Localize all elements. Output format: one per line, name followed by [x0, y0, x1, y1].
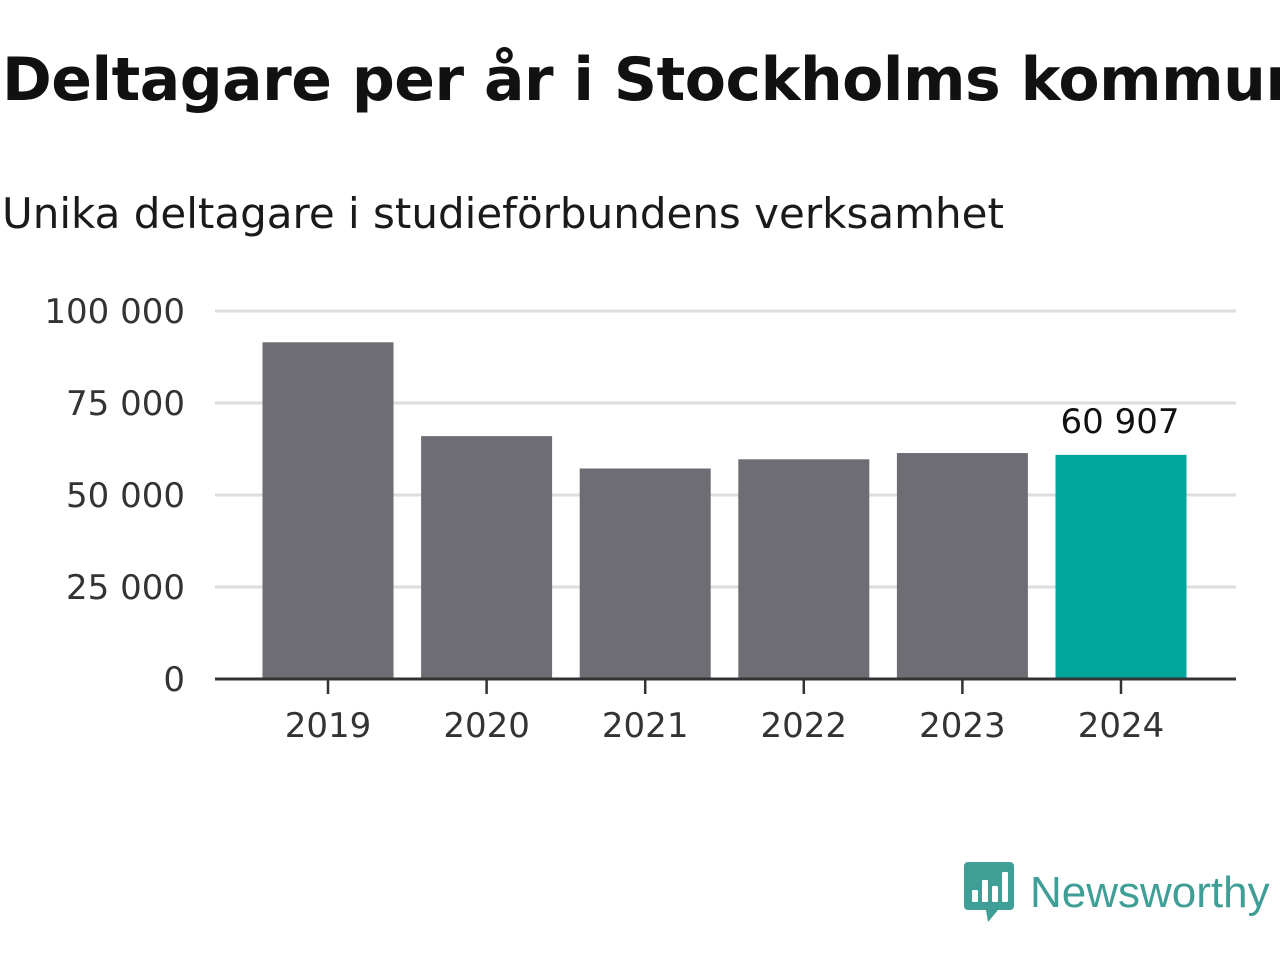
y-tick-label: 75 000 [66, 384, 185, 424]
data-labels: 60 907 [1061, 402, 1180, 442]
newsworthy-logo: Newsworthy [964, 862, 1270, 924]
x-tick-label-2020: 2020 [443, 706, 530, 746]
x-tick-label-2024: 2024 [1078, 706, 1165, 746]
bar-2022 [738, 459, 870, 679]
chart-title: Deltagare per år i Stockholms kommun [2, 45, 1280, 115]
x-tick-label-2019: 2019 [285, 706, 372, 746]
x-tick-label-2022: 2022 [761, 706, 848, 746]
bar-2021 [579, 468, 711, 679]
y-tick-label: 100 000 [44, 292, 185, 332]
x-axis [215, 677, 1236, 694]
x-tick-label-2023: 2023 [919, 706, 1006, 746]
bar-2019 [262, 342, 394, 679]
bars [262, 342, 1187, 679]
x-axis-tick-labels: 2019 2020 2021 2022 2023 2024 [285, 706, 1165, 746]
y-axis-tick-labels: 0 25 000 50 000 75 000 100 000 [44, 292, 185, 700]
bar-2024 [1055, 454, 1187, 679]
newsworthy-logo-icon [964, 862, 1014, 922]
data-label-2024: 60 907 [1061, 402, 1180, 442]
y-tick-label: 25 000 [66, 568, 185, 608]
bar-2020 [421, 436, 553, 679]
y-tick-label: 50 000 [66, 476, 185, 516]
brand-name: Newsworthy [1030, 868, 1270, 917]
x-tick-label-2021: 2021 [602, 706, 689, 746]
y-tick-label: 0 [163, 660, 185, 700]
chart-subtitle: Unika deltagare i studieförbundens verks… [2, 189, 1004, 238]
bar-2023 [896, 453, 1028, 679]
